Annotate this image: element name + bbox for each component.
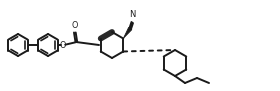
Text: O: O xyxy=(60,40,66,50)
Text: O: O xyxy=(72,20,78,29)
Text: N: N xyxy=(129,10,136,19)
Polygon shape xyxy=(123,27,132,38)
